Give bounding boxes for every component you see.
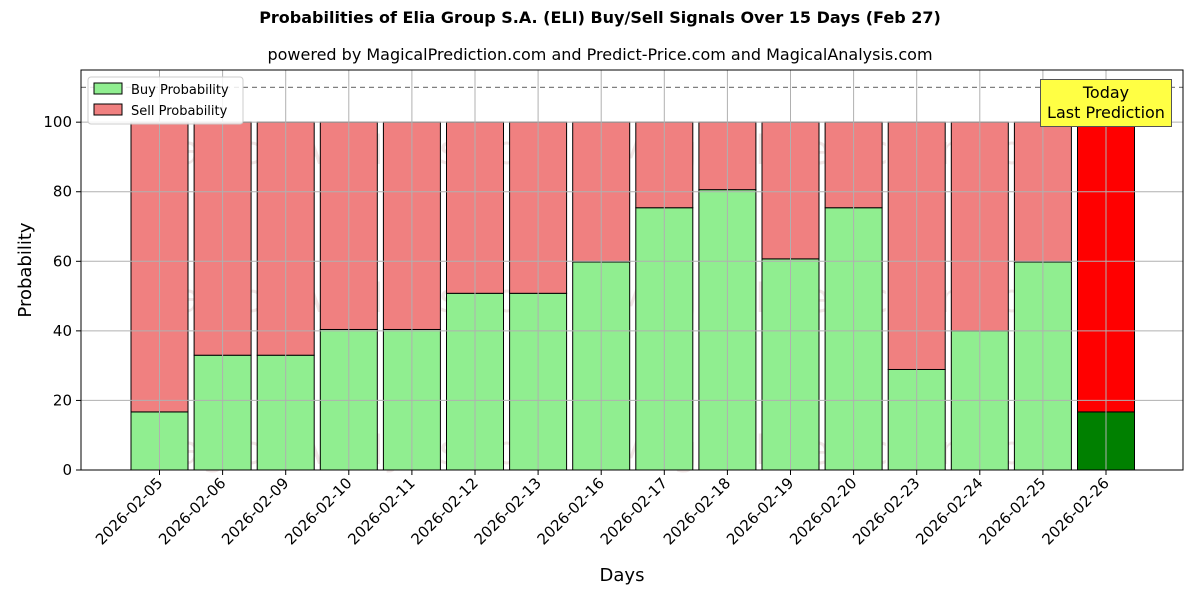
x-tick-label: 2026-02-05 <box>92 474 166 548</box>
x-tick-label: 2026-02-09 <box>218 474 292 548</box>
x-tick-label: 2026-02-25 <box>975 474 1049 548</box>
x-tick-label: 2026-02-10 <box>281 474 355 548</box>
y-tick-label: 80 <box>53 183 72 201</box>
x-tick-label: 2026-02-06 <box>155 474 229 548</box>
x-tick-label: 2026-02-13 <box>471 474 545 548</box>
legend-box <box>87 76 244 125</box>
y-tick-label: 60 <box>53 252 72 270</box>
y-axis-label: Probability <box>15 222 36 317</box>
y-tick-label: 100 <box>43 113 72 131</box>
x-axis-label: Days <box>600 565 645 586</box>
x-tick-label: 2026-02-20 <box>786 474 860 548</box>
chart-subtitle: powered by MagicalPrediction.com and Pre… <box>267 45 933 64</box>
x-tick-label: 2026-02-24 <box>912 474 986 548</box>
plot-frame <box>80 69 1184 471</box>
x-tick-label: 2026-02-17 <box>597 474 671 548</box>
legend-label-sell: Sell Probability <box>131 104 228 119</box>
chart-title: Probabilities of Elia Group S.A. (ELI) B… <box>259 8 941 27</box>
x-tick-label: 2026-02-23 <box>849 474 923 548</box>
legend-swatch-sell <box>93 103 123 116</box>
x-tick-label: 2026-02-26 <box>1038 474 1112 548</box>
y-tick-label: 0 <box>62 461 72 479</box>
today-annotation: Today Last Prediction <box>1040 79 1172 127</box>
x-tick-label: 2026-02-12 <box>407 474 481 548</box>
x-tick-label: 2026-02-19 <box>723 474 797 548</box>
legend: Buy Probability Sell Probability <box>87 76 244 125</box>
today-annotation-line2: Last Prediction <box>1047 103 1165 122</box>
x-tick-label: 2026-02-18 <box>660 474 734 548</box>
x-tick-label: 2026-02-11 <box>344 474 418 548</box>
y-tick-label: 20 <box>53 391 72 409</box>
x-tick-label: 2026-02-16 <box>534 474 608 548</box>
today-annotation-line1: Today <box>1082 83 1130 102</box>
legend-label-buy: Buy Probability <box>131 83 229 98</box>
legend-swatch-buy <box>93 82 123 95</box>
y-tick-label: 40 <box>53 322 72 340</box>
